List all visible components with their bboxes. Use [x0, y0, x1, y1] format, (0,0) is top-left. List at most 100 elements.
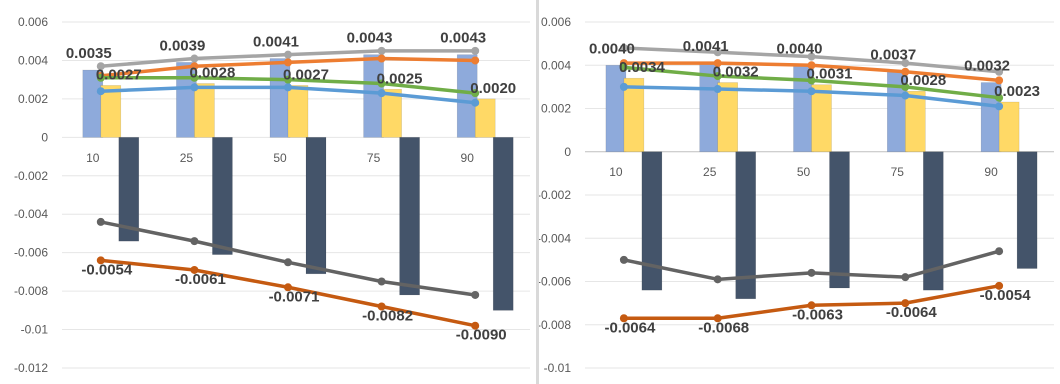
- category-label: 75: [891, 165, 905, 179]
- line-point-3: [619, 82, 628, 91]
- line-point-4: [995, 247, 1004, 256]
- y-tick-label: -0.002: [539, 188, 571, 202]
- bar-series-1: [287, 85, 309, 138]
- line-point-2: [901, 82, 910, 91]
- line-point-3: [471, 98, 480, 107]
- data-label: -0.0061: [175, 271, 226, 288]
- data-label: 0.0027: [283, 66, 329, 83]
- category-label: 25: [180, 151, 194, 165]
- data-label: -0.0054: [81, 261, 133, 278]
- data-label: -0.0071: [269, 288, 320, 305]
- y-tick-label: -0.008: [539, 318, 571, 332]
- line-point-5: [190, 265, 199, 274]
- line-point-5: [619, 314, 628, 323]
- data-label: 0.0041: [253, 34, 299, 51]
- bar-series-2: [212, 137, 233, 255]
- category-label: 75: [367, 151, 381, 165]
- category-label: 90: [461, 151, 475, 165]
- bar-series-1: [717, 82, 738, 153]
- line-point-2: [471, 89, 480, 98]
- line-point-4: [619, 255, 628, 264]
- bar-series-2: [1016, 151, 1038, 269]
- y-tick-label: -0.008: [14, 284, 48, 298]
- category-label: 10: [86, 151, 100, 165]
- data-label: 0.0023: [994, 83, 1040, 100]
- data-label: -0.0064: [604, 319, 656, 336]
- bar-series-1: [904, 90, 926, 153]
- line-point-2: [807, 76, 816, 85]
- data-label: 0.0041: [683, 38, 729, 55]
- y-tick-label: -0.01: [21, 323, 49, 337]
- data-label: -0.0082: [362, 307, 413, 324]
- y-tick-label: -0.004: [539, 231, 571, 245]
- line-point-2: [190, 73, 199, 82]
- line-point-4: [901, 273, 910, 282]
- data-label: 0.0028: [900, 72, 946, 89]
- data-label: 0.0039: [159, 37, 205, 54]
- bar-series-1: [381, 88, 402, 138]
- data-label: 0.0032: [964, 58, 1010, 75]
- line-point-5: [807, 301, 816, 310]
- bar-series-2: [829, 151, 850, 289]
- line-point-3: [190, 83, 199, 92]
- line-point-0: [995, 67, 1004, 76]
- right-chart: 0.006 0.004 0.002 0 -0.002 -0.004 -0.006 -0.008…: [539, 15, 1054, 375]
- data-label: -0.0068: [698, 319, 749, 336]
- category-label: 50: [797, 165, 811, 179]
- y-tick-label: 0: [41, 130, 48, 144]
- bar-series-2: [735, 151, 756, 300]
- category-label: 50: [273, 151, 287, 165]
- line-point-4: [807, 268, 816, 277]
- line-point-0: [619, 43, 628, 52]
- line-point-4: [713, 275, 722, 284]
- line-point-3: [284, 83, 292, 92]
- bar-series-2: [492, 137, 514, 311]
- y-tick-label: 0.004: [18, 53, 48, 67]
- category-label: 10: [609, 165, 623, 179]
- line-point-3: [377, 89, 386, 98]
- bar-series-2: [118, 137, 140, 242]
- line-point-2: [995, 93, 1004, 102]
- line-point-1: [807, 61, 816, 70]
- line-point-1: [377, 54, 386, 63]
- line-point-0: [96, 62, 105, 71]
- left-chart: 0.0060.0040.0020-0.002-0.004-0.006-0.008…: [14, 15, 530, 375]
- bar-series-2: [305, 137, 327, 275]
- line-point-5: [284, 283, 292, 292]
- line-point-0: [284, 50, 292, 59]
- line-point-2: [713, 72, 722, 81]
- line-point-2: [619, 63, 628, 72]
- y-tick-label: 0.002: [18, 92, 48, 106]
- line-point-3: [807, 87, 816, 96]
- bar-series-1: [100, 85, 122, 138]
- line-point-1: [471, 56, 480, 65]
- data-label: 0.0032: [713, 64, 759, 81]
- line-point-2: [284, 75, 292, 84]
- data-label: 0.0034: [619, 59, 666, 76]
- line-point-4: [190, 237, 199, 246]
- data-label: 0.0035: [66, 45, 112, 62]
- data-label: 0.0031: [807, 66, 853, 83]
- line-point-4: [471, 290, 480, 299]
- line-point-5: [995, 281, 1004, 290]
- line-point-0: [377, 46, 386, 55]
- line-point-5: [901, 299, 910, 308]
- line-point-0: [713, 48, 722, 57]
- y-tick-label: -0.006: [539, 275, 571, 289]
- line-point-1: [190, 62, 199, 71]
- bar-series-2: [922, 151, 944, 291]
- category-label: 25: [703, 165, 717, 179]
- data-label: -0.0064: [886, 304, 938, 321]
- bar-series-0: [605, 64, 627, 153]
- line-point-1: [901, 67, 910, 76]
- data-label: 0.0043: [440, 30, 486, 47]
- panel-divider: [536, 0, 539, 384]
- line-point-0: [901, 59, 910, 68]
- y-tick-label: -0.01: [544, 361, 572, 375]
- y-tick-label: 0.002: [541, 102, 571, 116]
- line-point-5: [377, 302, 386, 311]
- line-point-5: [96, 256, 105, 265]
- line-point-3: [995, 102, 1004, 111]
- data-label: -0.0054: [980, 287, 1032, 304]
